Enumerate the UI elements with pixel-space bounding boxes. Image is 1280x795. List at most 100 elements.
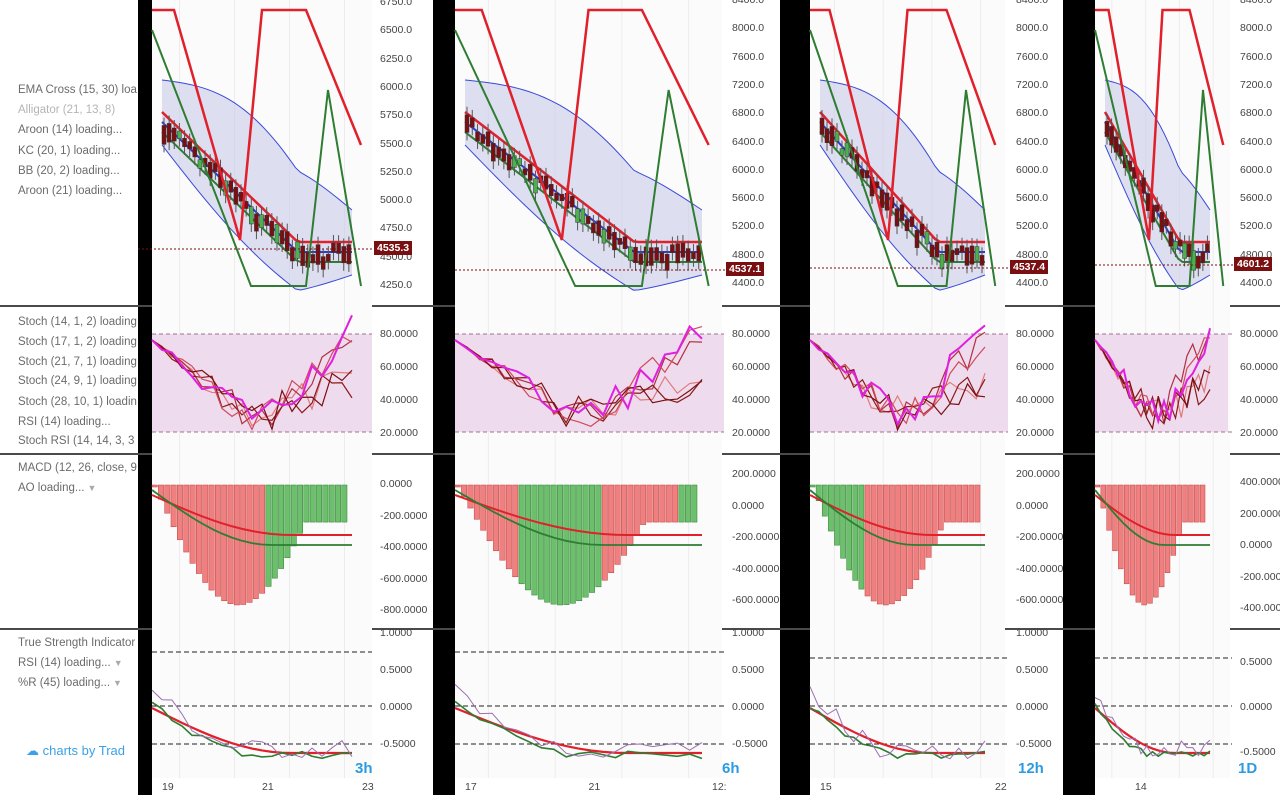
- macd-tick: 0.0000: [1240, 539, 1273, 551]
- time-tick: 22: [995, 781, 1007, 793]
- macd-bar: [852, 484, 859, 581]
- candle: [649, 247, 654, 266]
- candle: [612, 231, 617, 251]
- stoch-tick: 80.0000: [380, 328, 418, 340]
- chevron-down-icon[interactable]: ▼: [87, 483, 97, 493]
- legend-stoch-17[interactable]: Stoch (17, 1, 2) loading: [18, 336, 137, 348]
- macd-line: [1094, 489, 1210, 546]
- macd-bar: [328, 484, 335, 523]
- macd-bar: [259, 484, 266, 594]
- candle: [346, 244, 352, 265]
- price-tick: 6800.0: [1016, 107, 1049, 120]
- candle: [279, 230, 285, 245]
- macd-bar: [183, 484, 190, 553]
- legend-stoch-14[interactable]: Stoch (14, 1, 2) loading: [18, 316, 137, 328]
- macd-bar: [544, 484, 551, 603]
- macd-bar: [1123, 484, 1130, 585]
- macd-bar: [870, 484, 877, 602]
- legend-kc[interactable]: KC (20, 1) loading...: [18, 145, 121, 157]
- legend-stoch-24[interactable]: Stoch (24, 9, 1) loading: [18, 375, 137, 387]
- legend-stoch-rsi[interactable]: Stoch RSI (14, 14, 3, 3: [18, 435, 135, 447]
- chevron-down-icon[interactable]: ▼: [113, 678, 122, 688]
- candle: [879, 189, 885, 208]
- legend-wr[interactable]: %R (45) loading... ▼: [18, 677, 122, 689]
- legend-stoch-28[interactable]: Stoch (28, 10, 1) loadin: [18, 396, 137, 408]
- price-tick: 4800.0: [1016, 248, 1049, 261]
- legend-wr-text: %R (45) loading...: [18, 677, 111, 689]
- timeframe-label[interactable]: 6h: [722, 760, 740, 777]
- chevron-down-icon[interactable]: ▼: [113, 658, 123, 668]
- candle: [969, 245, 975, 265]
- macd-signal: [1094, 494, 1210, 536]
- macd-tick: -200.0000: [1016, 531, 1064, 543]
- legend-macd[interactable]: MACD (12, 26, close, 9: [18, 462, 137, 474]
- legend-bb[interactable]: BB (20, 2) loading...: [18, 165, 120, 177]
- time-tick: 12:: [712, 781, 727, 793]
- legend-ao[interactable]: AO loading... ▼: [18, 482, 96, 494]
- candle: [172, 127, 177, 142]
- macd-bar: [864, 484, 871, 597]
- macd-bar: [278, 484, 285, 569]
- legend-rsi-14[interactable]: RSI (14) loading...: [18, 416, 111, 428]
- candle: [685, 248, 691, 262]
- stoch-tick: 80.0000: [732, 328, 770, 340]
- macd-tick: -400.0000: [732, 562, 780, 575]
- legend-aroon-14[interactable]: Aroon (14) loading...: [18, 124, 123, 136]
- legend-stoch-21[interactable]: Stoch (21, 7, 1) loading: [18, 356, 137, 368]
- macd-bar: [221, 484, 228, 602]
- bb-lower: [161, 144, 353, 291]
- candle: [654, 247, 659, 261]
- legend-tsi[interactable]: True Strength Indicator: [18, 637, 136, 649]
- macd-bar: [1129, 484, 1136, 596]
- candle: [934, 241, 940, 258]
- macd-bar: [1135, 484, 1141, 603]
- time-tick: 15: [820, 781, 832, 793]
- macd-bar: [608, 484, 615, 573]
- timeframe-label[interactable]: 3h: [355, 760, 373, 777]
- price-tick: 6400.0: [732, 135, 765, 148]
- stoch-line: [151, 335, 353, 431]
- panel-divider: [1063, 0, 1095, 795]
- candle: [1182, 242, 1187, 259]
- stoch-tick: 20.0000: [380, 427, 418, 439]
- macd-bar: [621, 484, 627, 556]
- tsi-tick: 0.5000: [732, 664, 765, 676]
- tsi-tick: -0.5000: [1240, 746, 1276, 758]
- legend-ema-cross[interactable]: EMA Cross (15, 30) loa: [18, 84, 137, 96]
- candle: [591, 222, 596, 234]
- macd-bar: [454, 484, 461, 488]
- candle: [628, 246, 633, 261]
- candle: [959, 245, 965, 253]
- ema-fast-line: [161, 111, 352, 244]
- legend-aroon-21[interactable]: Aroon (21) loading...: [18, 185, 123, 197]
- macd-bar: [557, 484, 563, 606]
- candle: [470, 117, 475, 128]
- candle: [954, 248, 960, 255]
- candle: [522, 168, 528, 176]
- price-tick: 6800.0: [1240, 107, 1273, 120]
- macd-bar: [633, 484, 640, 536]
- timeframe-label[interactable]: 12h: [1018, 760, 1044, 777]
- candle: [543, 175, 549, 190]
- candle: [622, 236, 628, 249]
- legend-rsi-14b[interactable]: RSI (14) loading... ▼: [18, 657, 123, 669]
- price-tick: 4750.0: [380, 222, 413, 235]
- macd-bar: [1182, 484, 1188, 523]
- macd-bar: [1188, 484, 1194, 523]
- macd-bar: [214, 484, 221, 597]
- candle: [480, 134, 486, 144]
- aroon-up: [810, 8, 997, 241]
- macd-bar: [627, 484, 634, 546]
- legend-alligator[interactable]: Alligator (21, 13, 8): [18, 104, 116, 116]
- macd-bar: [518, 484, 525, 585]
- timeframe-label[interactable]: 1D: [1238, 760, 1258, 777]
- candle: [228, 180, 234, 193]
- price-tick: 4250.0: [380, 279, 413, 291]
- candle: [670, 244, 675, 253]
- candle: [919, 223, 925, 236]
- price-tick: 6000.0: [1016, 163, 1049, 176]
- tradingview-logo[interactable]: ☁ charts by Trad: [26, 743, 125, 759]
- tsi-tick: 0.0000: [732, 701, 765, 713]
- tsi-tick: 0.5000: [380, 664, 413, 676]
